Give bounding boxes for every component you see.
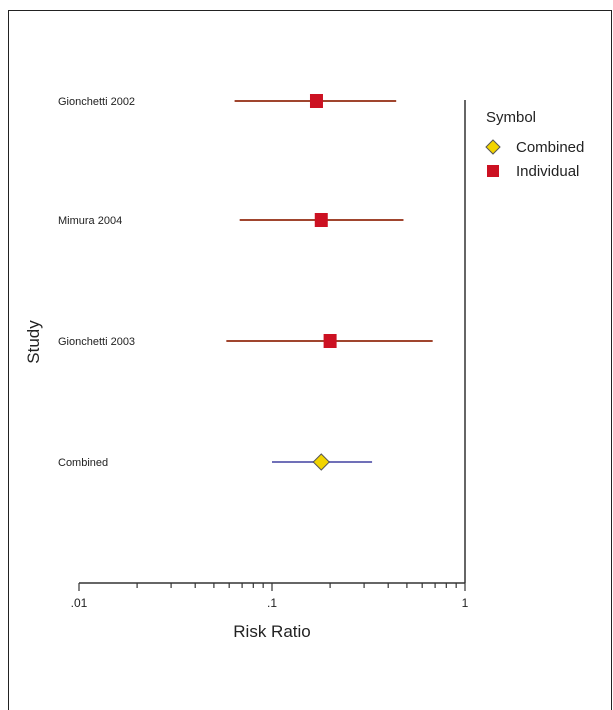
study-label: Combined — [58, 457, 108, 469]
tick-label: .1 — [267, 596, 277, 610]
chart-frame — [8, 10, 612, 710]
tick-label: 1 — [462, 596, 469, 610]
y-axis-title: Study — [24, 320, 43, 364]
x-axis-title: Risk Ratio — [233, 622, 310, 641]
legend-combined-marker — [485, 139, 501, 155]
legend-individual-marker — [487, 165, 499, 177]
legend-title: Symbol — [486, 109, 536, 126]
legend-label: Individual — [516, 163, 579, 180]
study-estimate-marker — [314, 213, 328, 227]
tick-label: .01 — [71, 596, 88, 610]
legend: Symbol Combined Individual — [485, 109, 584, 180]
study-estimate-marker — [323, 334, 337, 348]
combined-estimate-marker — [312, 453, 330, 471]
study-rows: Gionchetti 2002 Mimura 2004 Gionchetti 200… — [58, 94, 433, 471]
study-label: Gionchetti 2002 — [58, 96, 135, 108]
legend-label: Combined — [516, 139, 584, 156]
x-axis-tick-labels: .01 .1 1 — [71, 596, 469, 610]
study-label: Mimura 2004 — [58, 215, 122, 227]
study-label: Gionchetti 2003 — [58, 336, 135, 348]
x-axis-ticks — [78, 583, 466, 591]
study-estimate-marker — [309, 94, 323, 108]
